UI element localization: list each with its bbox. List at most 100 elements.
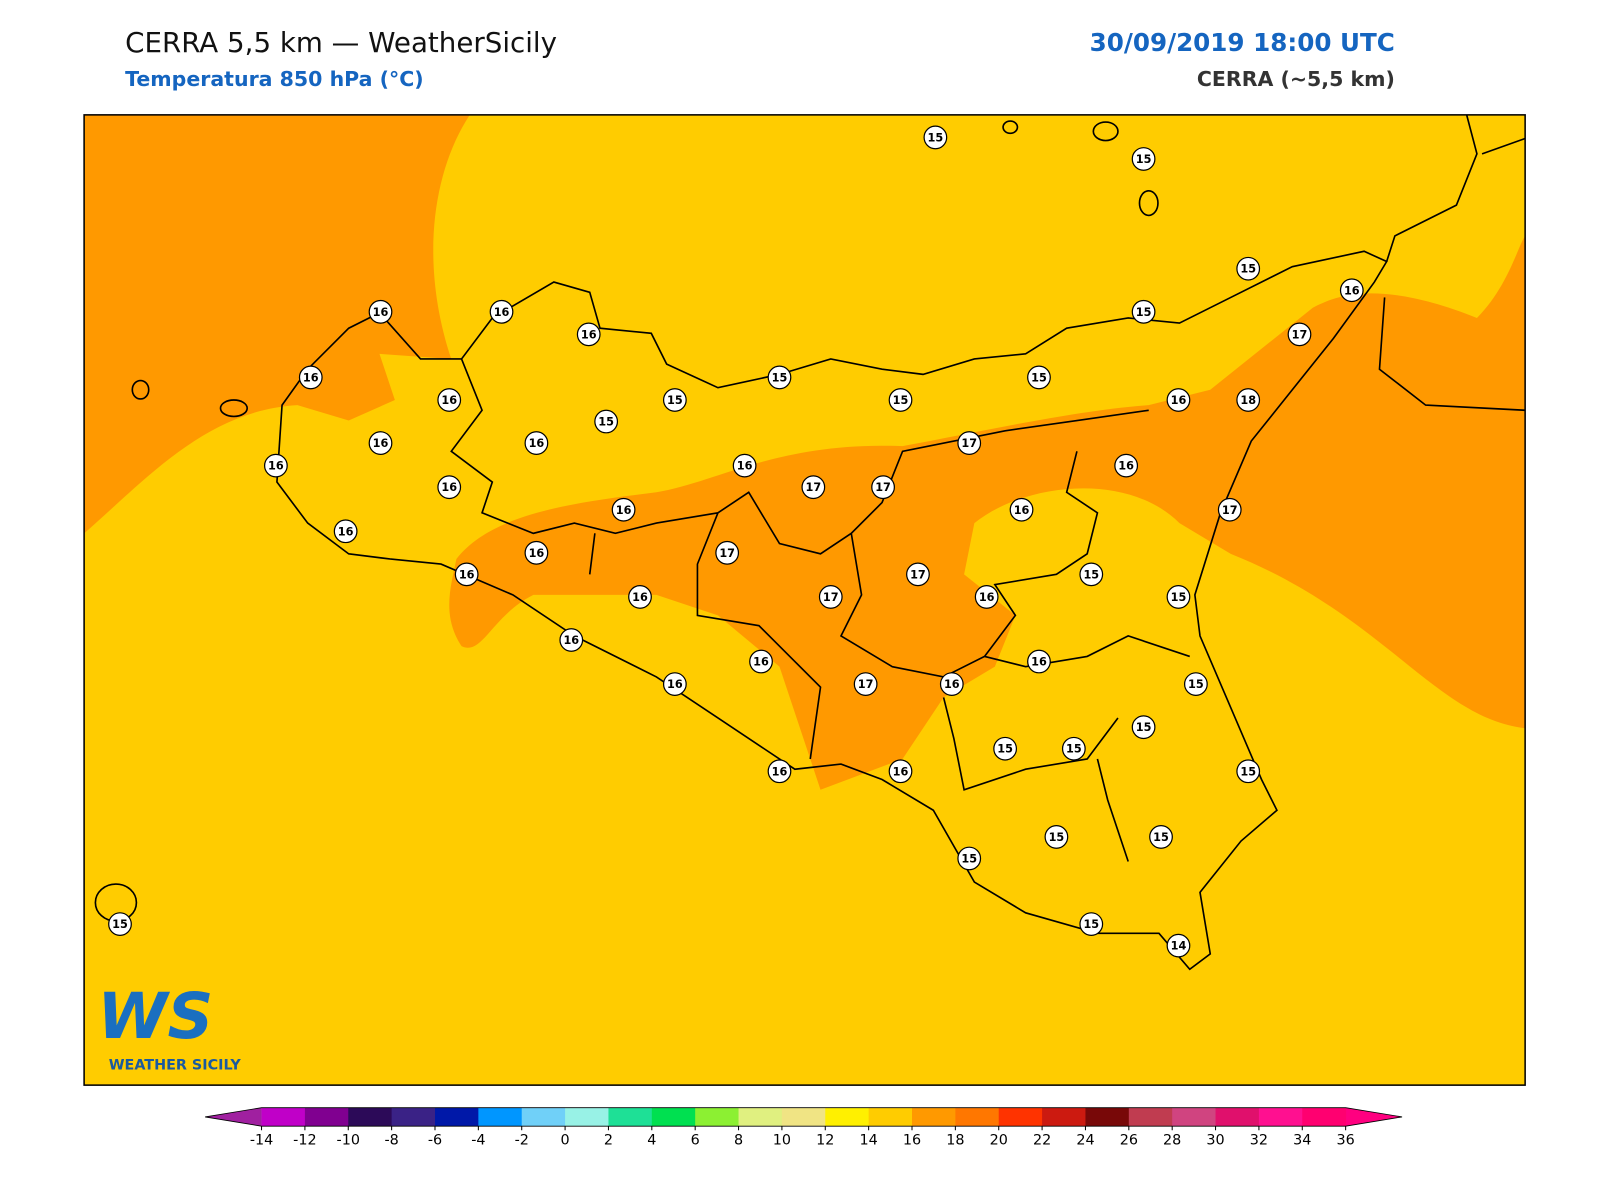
station-label: 16 bbox=[494, 306, 510, 319]
station-marker bbox=[888, 388, 913, 412]
station-marker bbox=[993, 736, 1018, 761]
station-label: 17 bbox=[858, 678, 874, 691]
station-marker bbox=[923, 125, 948, 150]
station-marker bbox=[1079, 912, 1104, 936]
station-marker bbox=[1236, 759, 1261, 784]
stations: 15 15 15 16 15 17 16 16 16 16 16 15 15 15 15 15 16 18 16 16… bbox=[108, 125, 1364, 958]
model: CERRA (~5,5 km) bbox=[1197, 67, 1395, 91]
station-marker bbox=[1061, 736, 1086, 761]
station-marker bbox=[1114, 453, 1139, 478]
station-marker bbox=[1166, 388, 1191, 412]
station-label: 15 bbox=[1240, 263, 1256, 276]
station-label: 16 bbox=[632, 591, 648, 604]
station-marker bbox=[957, 431, 982, 455]
station-marker bbox=[1184, 672, 1208, 696]
station-label: 15 bbox=[1031, 371, 1047, 384]
colorbar-segment bbox=[391, 1107, 436, 1127]
station-marker bbox=[1131, 299, 1156, 324]
logo-mark: WS bbox=[97, 979, 213, 1053]
colorbar-tick-label: -14 bbox=[250, 1133, 273, 1149]
colorbar-tick-label: -8 bbox=[384, 1133, 398, 1149]
station-marker bbox=[1009, 497, 1034, 522]
station-marker bbox=[1236, 256, 1261, 281]
station-label: 16 bbox=[529, 547, 545, 560]
colorbar-segment bbox=[565, 1107, 609, 1127]
colorbar-segment bbox=[695, 1107, 740, 1127]
colorbar-tick-label: 30 bbox=[1206, 1133, 1224, 1149]
station-label: 15 bbox=[997, 743, 1013, 756]
station-marker bbox=[939, 672, 964, 696]
colorbar-segment bbox=[1128, 1107, 1173, 1127]
station-label: 16 bbox=[1014, 504, 1030, 517]
station-marker bbox=[1166, 585, 1191, 609]
station-marker bbox=[594, 409, 619, 434]
colorbar-segment bbox=[434, 1107, 479, 1127]
station-label: 17 bbox=[719, 547, 735, 560]
station-marker bbox=[888, 759, 913, 784]
station-marker bbox=[767, 759, 792, 784]
colorbar-segment bbox=[261, 1107, 306, 1127]
station-label: 16 bbox=[753, 656, 769, 669]
station-label: 16 bbox=[563, 634, 579, 647]
station-marker bbox=[1027, 365, 1051, 390]
colorbar-tick-label: 12 bbox=[816, 1133, 834, 1149]
datetime: 30/09/2019 18:00 UTC bbox=[1090, 28, 1395, 57]
station-marker bbox=[368, 299, 393, 324]
logo-name: WEATHER SICILY bbox=[109, 1058, 242, 1074]
station-marker bbox=[524, 540, 549, 565]
station-marker bbox=[818, 585, 843, 609]
colorbar-tick-label: 26 bbox=[1120, 1133, 1138, 1149]
colorbar-tick-label: 32 bbox=[1250, 1133, 1268, 1149]
colorbar-tick-label: -12 bbox=[293, 1133, 316, 1149]
station-marker bbox=[1027, 649, 1051, 674]
station-label: 17 bbox=[875, 481, 891, 494]
station-label: 16 bbox=[338, 525, 354, 538]
colorbar-segment bbox=[1172, 1107, 1217, 1127]
station-label: 15 bbox=[1136, 153, 1152, 166]
station-marker bbox=[559, 628, 584, 652]
map-frame bbox=[83, 114, 1526, 1086]
station-marker bbox=[1217, 497, 1242, 522]
colorbar-segment bbox=[1258, 1107, 1303, 1127]
station-label: 16 bbox=[581, 328, 597, 341]
station-label: 15 bbox=[112, 918, 128, 931]
station-marker bbox=[662, 672, 687, 696]
colorbar-segment bbox=[608, 1107, 653, 1127]
station-label: 15 bbox=[893, 394, 909, 407]
colorbar-tick-label: 16 bbox=[903, 1133, 921, 1149]
station-label: 16 bbox=[303, 371, 319, 384]
colorbar-tick-label: 34 bbox=[1293, 1133, 1311, 1149]
station-label: 16 bbox=[1118, 460, 1134, 473]
colorbar-segment bbox=[868, 1107, 913, 1127]
colorbar-segment bbox=[955, 1107, 1000, 1127]
station-label: 16 bbox=[944, 678, 960, 691]
colorbar-segment bbox=[1042, 1107, 1086, 1127]
station-marker bbox=[801, 475, 826, 500]
colorbar-tick-label: 24 bbox=[1076, 1133, 1094, 1149]
station-marker bbox=[611, 497, 636, 522]
colorbar-tick-label: 22 bbox=[1033, 1133, 1051, 1149]
station-label: 14 bbox=[1171, 940, 1187, 953]
station-marker bbox=[1044, 825, 1069, 849]
colorbar-tick-label: 28 bbox=[1163, 1133, 1181, 1149]
colorbar-tick-label: 18 bbox=[946, 1133, 964, 1149]
station-label: 16 bbox=[268, 460, 284, 473]
station-label: 16 bbox=[1344, 284, 1360, 297]
colorbar-segment bbox=[521, 1107, 566, 1127]
station-marker bbox=[1236, 388, 1261, 412]
station-label: 16 bbox=[1171, 394, 1187, 407]
station-marker bbox=[524, 431, 549, 455]
station-label: 17 bbox=[805, 481, 821, 494]
colorbar-segment bbox=[478, 1107, 523, 1127]
colorbar-segment bbox=[651, 1107, 696, 1127]
station-label: 16 bbox=[373, 306, 389, 319]
colorbar-segment bbox=[912, 1107, 956, 1127]
station-label: 16 bbox=[667, 678, 683, 691]
station-marker bbox=[1131, 147, 1156, 171]
station-label: 16 bbox=[529, 437, 545, 450]
station-marker bbox=[957, 846, 982, 871]
station-label: 17 bbox=[1222, 504, 1238, 517]
station-label: 15 bbox=[1136, 306, 1152, 319]
colorbar-tick-label: 6 bbox=[691, 1133, 700, 1149]
